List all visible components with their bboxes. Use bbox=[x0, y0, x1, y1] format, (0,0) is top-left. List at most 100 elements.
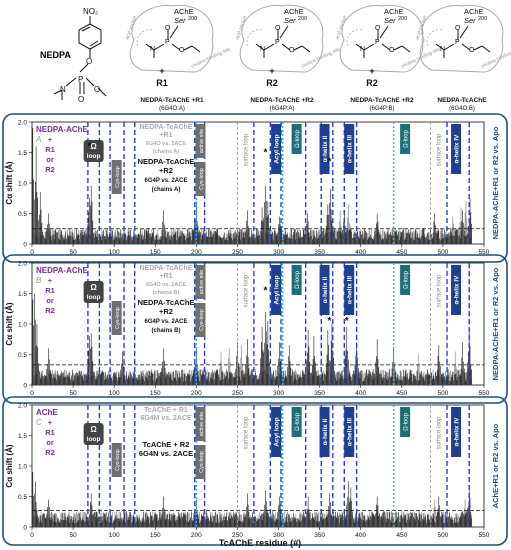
black-bar bbox=[362, 239, 364, 244]
black-bar bbox=[154, 371, 155, 385]
black-bar bbox=[315, 238, 316, 244]
black-bar bbox=[324, 374, 325, 385]
black-bar bbox=[320, 513, 321, 527]
black-bar bbox=[65, 231, 66, 244]
black-bar bbox=[208, 372, 209, 385]
chart-panel-A: 00.51.01.52.00 50 100 150 200 250 300 350 400 450… bbox=[2, 113, 508, 263]
black-bar bbox=[142, 370, 144, 385]
black-bar bbox=[205, 519, 206, 527]
black-bar bbox=[238, 366, 240, 385]
black-bar bbox=[102, 520, 103, 527]
black-bar bbox=[311, 364, 313, 385]
black-bar bbox=[39, 214, 40, 244]
grey-bar bbox=[131, 514, 132, 527]
black-bar bbox=[67, 233, 68, 244]
black-bar bbox=[62, 234, 63, 244]
black-bar bbox=[100, 236, 102, 244]
black-bar bbox=[445, 376, 447, 385]
black-bar bbox=[445, 237, 447, 244]
black-bar bbox=[167, 232, 168, 244]
black-bar bbox=[378, 515, 380, 527]
black-bar bbox=[92, 514, 94, 527]
black-bar bbox=[49, 369, 51, 385]
black-bar bbox=[325, 374, 326, 385]
black-bar bbox=[383, 511, 385, 527]
black-bar bbox=[163, 348, 164, 385]
black-bar bbox=[52, 235, 53, 244]
black-bar bbox=[369, 519, 371, 527]
x-tick-label: 200 bbox=[191, 390, 202, 397]
black-bar bbox=[303, 228, 305, 244]
black-bar bbox=[321, 231, 323, 244]
grey-bar bbox=[75, 511, 77, 527]
black-bar bbox=[125, 522, 126, 527]
black-bar bbox=[213, 234, 214, 244]
black-bar bbox=[191, 239, 192, 244]
black-bar bbox=[457, 229, 458, 244]
black-bar bbox=[176, 380, 177, 385]
asterisk: * bbox=[328, 316, 332, 327]
black-bar bbox=[452, 235, 454, 244]
black-bar bbox=[150, 375, 151, 385]
grey-bar bbox=[191, 370, 192, 385]
black-bar bbox=[99, 235, 100, 244]
black-bar bbox=[196, 221, 198, 244]
black-bar bbox=[242, 374, 244, 385]
black-bar bbox=[63, 512, 65, 527]
black-bar bbox=[391, 368, 393, 385]
black-bar bbox=[134, 520, 136, 527]
black-bar bbox=[228, 516, 229, 527]
grey-bar bbox=[100, 516, 102, 527]
black-bar bbox=[172, 515, 173, 527]
black-bar bbox=[466, 234, 468, 244]
black-bar bbox=[70, 519, 71, 527]
black-bar bbox=[170, 521, 172, 527]
black-bar bbox=[171, 513, 172, 527]
header: NEDPA NO₂ O P O N O bbox=[40, 7, 107, 104]
black-bar bbox=[220, 380, 222, 385]
black-bar bbox=[175, 232, 177, 244]
black-bar bbox=[458, 521, 459, 527]
black-bar bbox=[75, 518, 76, 527]
black-bar bbox=[135, 235, 136, 244]
black-bar bbox=[57, 232, 58, 244]
black-bar bbox=[340, 518, 342, 527]
black-bar bbox=[339, 377, 340, 385]
black-bar bbox=[353, 370, 354, 385]
black-bar bbox=[191, 511, 192, 527]
black-bar bbox=[392, 512, 394, 527]
black-bar bbox=[65, 377, 66, 385]
black-bar bbox=[417, 516, 418, 527]
black-bar bbox=[85, 513, 87, 527]
enzyme-outline bbox=[339, 4, 424, 73]
black-bar bbox=[251, 512, 253, 527]
black-bar bbox=[403, 376, 405, 385]
black-bar bbox=[248, 512, 250, 527]
black-bar bbox=[307, 330, 309, 385]
black-bar bbox=[348, 231, 349, 244]
black-bar bbox=[260, 358, 261, 385]
grey-bar bbox=[74, 513, 76, 527]
x-tick-label: 250 bbox=[232, 532, 243, 539]
black-bar bbox=[259, 235, 260, 244]
black-bar bbox=[252, 236, 254, 244]
black-bar bbox=[37, 197, 39, 244]
black-bar bbox=[214, 230, 216, 244]
black-bar bbox=[131, 374, 132, 385]
black-bar bbox=[226, 236, 228, 244]
black-bar bbox=[316, 371, 317, 385]
black-bar bbox=[158, 373, 159, 385]
black-bar bbox=[166, 238, 168, 244]
grey-bar bbox=[158, 235, 159, 244]
black-bar bbox=[378, 229, 380, 244]
black-bar bbox=[389, 511, 390, 527]
black-bar bbox=[423, 228, 425, 244]
black-bar bbox=[462, 210, 463, 244]
black-bar bbox=[279, 223, 281, 244]
black-bar bbox=[300, 230, 302, 244]
grey-bar bbox=[119, 233, 121, 244]
black-bar bbox=[211, 520, 213, 527]
black-bar bbox=[334, 515, 335, 527]
black-bar bbox=[64, 369, 66, 385]
black-bar bbox=[286, 514, 288, 527]
